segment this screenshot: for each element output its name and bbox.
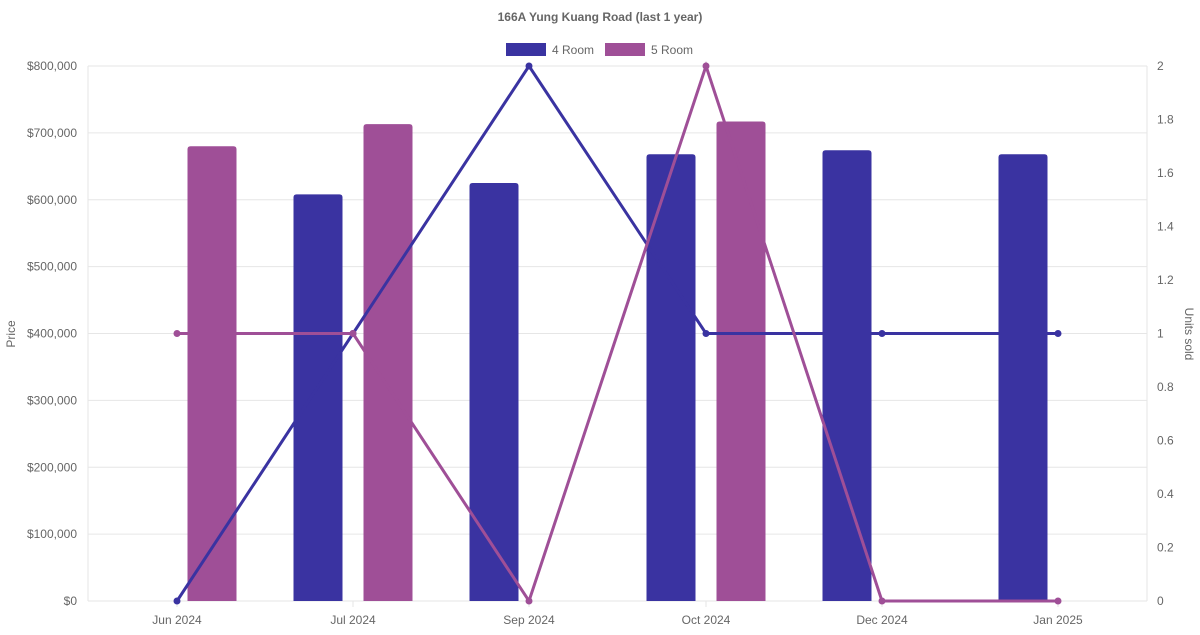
units-line-4-room xyxy=(175,63,1058,602)
y-right-tick-label: 0.8 xyxy=(1157,380,1174,394)
units-point-5-room[interactable] xyxy=(173,330,181,337)
unit-lines xyxy=(173,61,1062,605)
legend-label-4-room: 4 Room xyxy=(552,43,594,57)
legend: 4 Room 5 Room xyxy=(506,43,693,57)
units-point-5-room[interactable] xyxy=(702,62,710,70)
chart-title: 166A Yung Kuang Road (last 1 year) xyxy=(498,10,703,24)
bar-4-room[interactable] xyxy=(998,154,1048,601)
y-right-tick-label: 0.4 xyxy=(1157,487,1174,501)
bar-4-room[interactable] xyxy=(822,150,872,601)
x-tick-label: Jan 2025 xyxy=(1033,613,1083,627)
x-tick-label: Jul 2024 xyxy=(330,613,376,627)
y-right-tick-label: 1.2 xyxy=(1157,273,1174,287)
units-point-5-room[interactable] xyxy=(525,597,533,605)
units-point-4-room[interactable] xyxy=(878,330,886,337)
y-right-tick-label: 1.4 xyxy=(1157,220,1174,234)
bar-5-room[interactable] xyxy=(187,146,237,601)
bar-5-room[interactable] xyxy=(363,124,413,602)
y-right-tick-label: 1.8 xyxy=(1157,113,1174,127)
bar-4-room[interactable] xyxy=(293,194,343,601)
units-point-5-room[interactable] xyxy=(349,330,357,337)
y-right-tick-label: 0 xyxy=(1157,594,1164,608)
x-tick-label: Oct 2024 xyxy=(682,613,731,627)
bar-5-room[interactable] xyxy=(716,121,766,601)
y-right-tick-label: 1.6 xyxy=(1157,166,1174,180)
y-right-tick-label: 0.2 xyxy=(1157,541,1174,555)
axis-ticks: $0 $100,000 $200,000 $300,000 $400,000 $500,0… xyxy=(27,59,1174,627)
x-tick-label: Sep 2024 xyxy=(503,613,555,627)
legend-label-5-room: 5 Room xyxy=(651,43,693,57)
bar-4-room[interactable] xyxy=(469,183,519,601)
units-point-5-room[interactable] xyxy=(1054,597,1062,605)
y-left-tick-label: $400,000 xyxy=(27,327,77,341)
y-left-tick-label: $300,000 xyxy=(27,393,77,407)
y-right-tick-label: 0.6 xyxy=(1157,434,1174,448)
units-point-4-room[interactable] xyxy=(173,597,181,605)
y-left-tick-label: $0 xyxy=(64,594,78,608)
bars xyxy=(187,121,1048,602)
legend-swatch-4-room xyxy=(506,43,546,56)
units-point-4-room[interactable] xyxy=(1054,330,1062,337)
y-left-tick-label: $600,000 xyxy=(27,193,77,207)
y-right-tick-label: 1 xyxy=(1157,327,1164,341)
y-left-tick-label: $500,000 xyxy=(27,260,77,274)
y-left-tick-label: $700,000 xyxy=(27,126,77,140)
y-right-axis-title: Units sold xyxy=(1182,308,1196,361)
x-tick-label: Dec 2024 xyxy=(856,613,908,627)
legend-swatch-5-room xyxy=(605,43,645,56)
legend-item-4-room[interactable]: 4 Room xyxy=(506,43,594,57)
units-point-5-room[interactable] xyxy=(878,597,886,605)
units-point-4-room[interactable] xyxy=(702,330,710,337)
y-left-tick-label: $800,000 xyxy=(27,59,77,73)
y-left-tick-label: $200,000 xyxy=(27,460,77,474)
y-right-tick-label: 2 xyxy=(1157,59,1164,73)
y-left-tick-label: $100,000 xyxy=(27,527,77,541)
units-point-4-room[interactable] xyxy=(525,62,533,70)
units-line-5-room xyxy=(177,61,1058,605)
x-tick-label: Jun 2024 xyxy=(152,613,202,627)
bar-4-room[interactable] xyxy=(646,154,696,601)
y-left-axis-title: Price xyxy=(4,320,18,348)
legend-item-5-room[interactable]: 5 Room xyxy=(605,43,693,57)
